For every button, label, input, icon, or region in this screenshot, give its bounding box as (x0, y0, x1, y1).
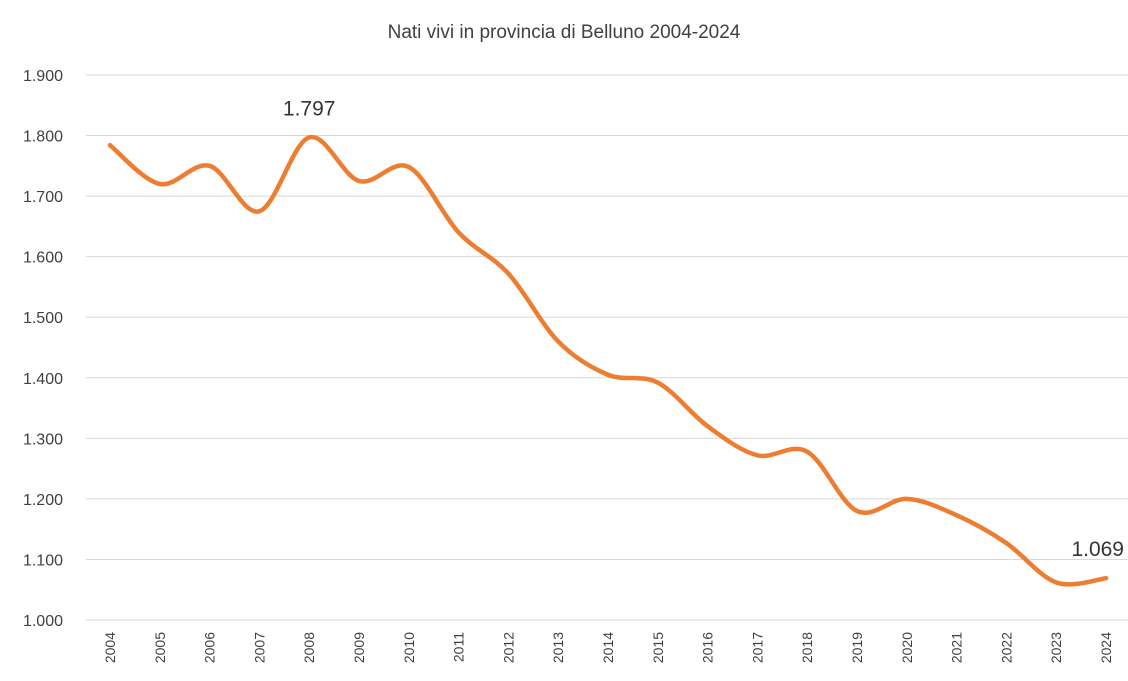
x-tick-label: 2017 (749, 632, 765, 663)
data-point (207, 163, 212, 169)
y-tick-label: 1.500 (23, 310, 63, 327)
data-point (157, 181, 162, 187)
y-tick-label: 1.200 (23, 492, 63, 509)
y-tick-label: 1.700 (23, 189, 63, 206)
x-tick-label: 2013 (550, 632, 566, 663)
data-point (257, 209, 262, 214)
x-axis-ticks: 2004 2005 2006 2007 2008 2009 2010 2011 2012 2013… (102, 632, 1114, 663)
x-tick-label: 2023 (1048, 632, 1064, 663)
data-point (506, 271, 511, 276)
data-point (406, 164, 411, 170)
data-point (307, 135, 312, 140)
x-tick-label: 2016 (700, 632, 716, 663)
x-tick-label: 2021 (949, 632, 965, 663)
x-tick-label: 2006 (202, 632, 218, 663)
x-tick-label: 2015 (650, 632, 666, 663)
x-tick-label: 2020 (899, 632, 915, 663)
x-tick-label: 2024 (1098, 632, 1114, 663)
x-tick-label: 2019 (849, 632, 865, 663)
x-tick-label: 2011 (451, 632, 467, 662)
y-tick-label: 1.000 (23, 613, 63, 630)
data-point (605, 372, 611, 377)
x-tick-label: 2008 (301, 632, 317, 663)
y-tick-label: 1.900 (23, 68, 63, 85)
x-tick-label: 2007 (251, 632, 267, 663)
series-layer (107, 134, 1109, 587)
data-point (954, 513, 959, 518)
data-point (854, 508, 860, 514)
data-point (705, 424, 710, 429)
data-label: 1.797 (283, 97, 336, 120)
series-line (107, 134, 1109, 587)
data-point (904, 496, 909, 502)
x-tick-label: 2009 (351, 632, 367, 663)
data-point (356, 178, 362, 184)
y-tick-label: 1.300 (23, 431, 63, 448)
data-point (456, 230, 461, 235)
y-tick-label: 1.400 (23, 371, 63, 388)
data-labels: 1.797 1.069 (283, 97, 1124, 561)
data-point (655, 380, 660, 385)
x-tick-label: 2012 (500, 632, 516, 663)
data-point (805, 449, 810, 454)
y-tick-label: 1.100 (23, 552, 63, 569)
y-tick-label: 1.800 (23, 129, 63, 146)
x-tick-label: 2005 (152, 632, 168, 663)
data-point (1103, 576, 1109, 581)
x-tick-label: 2010 (401, 632, 417, 663)
x-tick-label: 2004 (102, 632, 118, 663)
x-tick-label: 2018 (799, 632, 815, 663)
y-axis-ticks: 1.000 1.100 1.200 1.300 1.400 1.500 1.600 1.700… (23, 68, 63, 630)
data-point (107, 143, 113, 148)
x-tick-label: 2022 (998, 632, 1014, 663)
data-point (755, 453, 760, 458)
data-label: 1.069 (1071, 538, 1124, 561)
data-point (1054, 580, 1059, 585)
data-point (556, 339, 561, 344)
data-point (1004, 540, 1009, 546)
gridlines (86, 74, 1128, 621)
chart-title: Nati vivi in provincia di Belluno 2004-2… (388, 22, 741, 43)
y-tick-label: 1.600 (23, 250, 63, 267)
x-tick-label: 2014 (600, 632, 616, 663)
